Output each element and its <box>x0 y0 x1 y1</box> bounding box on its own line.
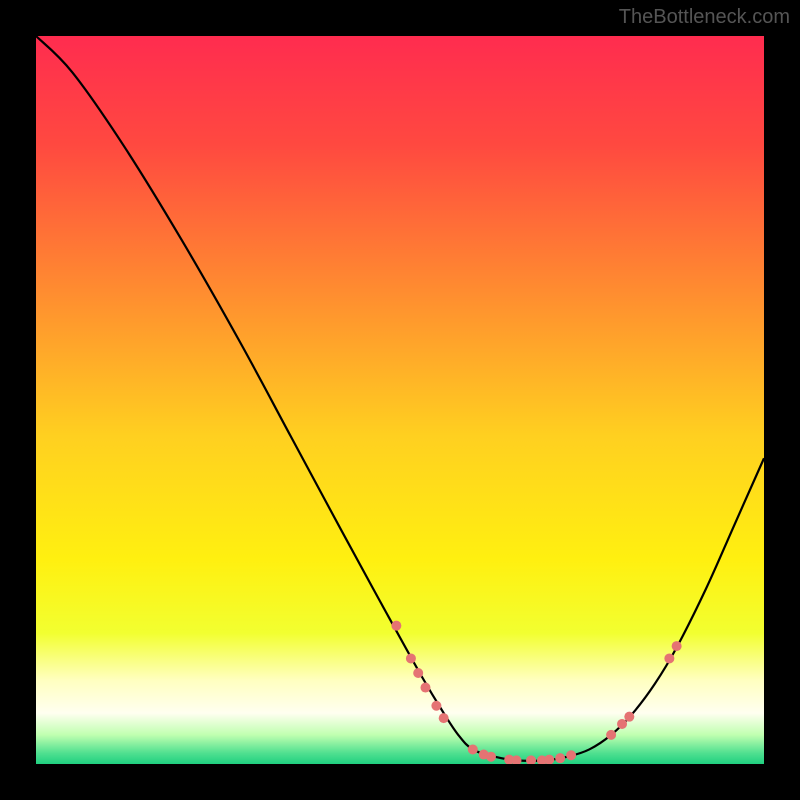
data-point <box>664 653 674 663</box>
data-point <box>468 744 478 754</box>
chart-svg <box>36 36 764 764</box>
data-point <box>566 750 576 760</box>
figure-container: TheBottleneck.com <box>0 0 800 800</box>
data-point <box>555 753 565 763</box>
data-point <box>420 683 430 693</box>
plot-area <box>36 36 764 764</box>
data-point <box>391 621 401 631</box>
chart-background-gradient <box>36 36 764 764</box>
data-point <box>413 668 423 678</box>
data-point <box>406 653 416 663</box>
data-point <box>439 713 449 723</box>
data-point <box>606 730 616 740</box>
data-point <box>617 719 627 729</box>
data-point <box>486 752 496 762</box>
data-point <box>431 701 441 711</box>
data-point <box>672 641 682 651</box>
data-point <box>624 712 634 722</box>
watermark-text: TheBottleneck.com <box>619 6 790 29</box>
